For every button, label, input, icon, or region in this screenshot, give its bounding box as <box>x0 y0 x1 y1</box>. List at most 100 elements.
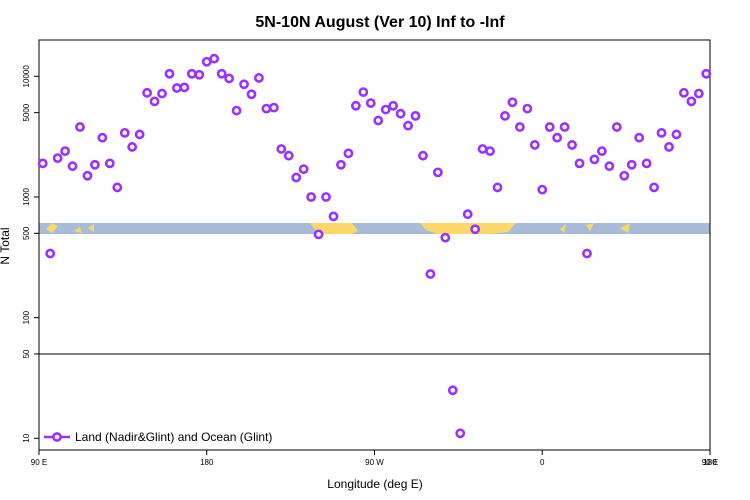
data-point <box>455 428 466 439</box>
legend-label: Land (Nadir&Glint) and Ocean (Glint) <box>75 430 272 444</box>
data-point <box>358 87 369 98</box>
y-axis-label: N Total <box>0 227 12 264</box>
data-point <box>641 158 652 169</box>
data-point <box>157 88 167 99</box>
data-point <box>693 88 704 99</box>
data-point <box>403 120 413 131</box>
data-point <box>656 127 667 138</box>
x-axis-label: Longitude (deg E) <box>327 477 422 491</box>
x-tick-label: 90 E <box>702 458 718 467</box>
data-point <box>350 100 361 111</box>
x-tick-label: 90 E <box>31 458 47 467</box>
legend-marker <box>52 432 62 442</box>
data-point <box>306 192 317 202</box>
data-point <box>611 122 622 132</box>
data-point <box>462 209 473 220</box>
data-point <box>224 73 235 84</box>
data-point <box>216 68 227 79</box>
land-ocean-band <box>39 223 710 234</box>
data-point <box>194 69 205 80</box>
data-point <box>544 122 555 132</box>
land-patch <box>74 227 82 233</box>
data-point <box>261 103 272 114</box>
data-point <box>291 172 302 183</box>
data-point <box>596 146 607 157</box>
data-point <box>246 89 257 100</box>
data-point <box>134 129 145 140</box>
data-point <box>529 140 540 150</box>
data-point <box>119 127 130 138</box>
land-patch <box>620 223 630 233</box>
data-point <box>67 161 78 172</box>
data-point <box>701 68 712 79</box>
data-point <box>112 182 123 193</box>
data-point <box>179 82 190 93</box>
ocean-band <box>39 223 710 234</box>
data-point <box>149 96 160 107</box>
y-tick-label: 10 <box>22 433 31 442</box>
data-point <box>500 110 510 121</box>
y-tick-label: 5000 <box>22 103 31 121</box>
data-point <box>686 96 697 107</box>
legend: Land (Nadir&Glint) and Ocean (Glint) <box>44 430 272 444</box>
y-tick-label: 10000 <box>22 65 31 88</box>
land-patch <box>560 224 566 233</box>
y-tick-label: 100 <box>22 310 31 324</box>
land-patch <box>586 223 594 231</box>
data-point <box>37 158 48 169</box>
data-point <box>60 146 70 157</box>
data-point <box>626 159 637 170</box>
data-point <box>470 224 481 235</box>
data-point <box>343 148 354 159</box>
data-point <box>664 142 674 152</box>
data-point <box>447 385 458 396</box>
data-point <box>514 122 525 132</box>
data-point <box>492 182 503 193</box>
data-point <box>45 248 56 259</box>
data-point <box>552 132 563 143</box>
y-tick-label: 1000 <box>22 188 31 206</box>
data-point <box>410 110 421 121</box>
x-tick-label: 180 <box>200 458 214 467</box>
data-point <box>373 115 384 126</box>
data-point <box>567 140 577 150</box>
data-point <box>485 146 495 157</box>
data-point <box>388 100 399 111</box>
data-point <box>321 192 331 202</box>
data-point <box>201 56 212 67</box>
y-tick-label: 50 <box>22 349 31 358</box>
data-point <box>582 248 592 259</box>
x-tick-label: 0 <box>540 458 545 467</box>
data-point <box>239 79 249 90</box>
data-points <box>37 53 712 439</box>
data-point <box>418 150 428 161</box>
chart-title: 5N-10N August (Ver 10) Inf to -Inf <box>255 14 505 31</box>
data-point <box>432 167 443 178</box>
data-point <box>127 142 138 152</box>
data-point <box>186 68 197 79</box>
data-point <box>477 144 488 154</box>
data-point <box>679 87 689 98</box>
data-point <box>142 87 153 98</box>
data-point <box>172 83 182 93</box>
data-point <box>507 97 518 108</box>
data-point <box>574 158 585 169</box>
data-point <box>97 132 108 143</box>
data-point <box>559 122 570 132</box>
data-point <box>604 161 615 172</box>
x-tick-label: 180 <box>703 458 717 467</box>
data-point <box>328 211 339 222</box>
x-tick-label: 90 W <box>365 458 384 467</box>
data-point <box>537 184 548 195</box>
data-point <box>90 159 100 170</box>
data-point <box>671 129 682 140</box>
data-point <box>254 73 264 83</box>
data-point <box>283 150 294 161</box>
data-point <box>52 153 63 164</box>
data-point <box>276 144 287 154</box>
data-point <box>231 105 242 116</box>
land-patch <box>46 223 58 233</box>
data-point <box>365 98 376 108</box>
data-point <box>82 170 93 181</box>
